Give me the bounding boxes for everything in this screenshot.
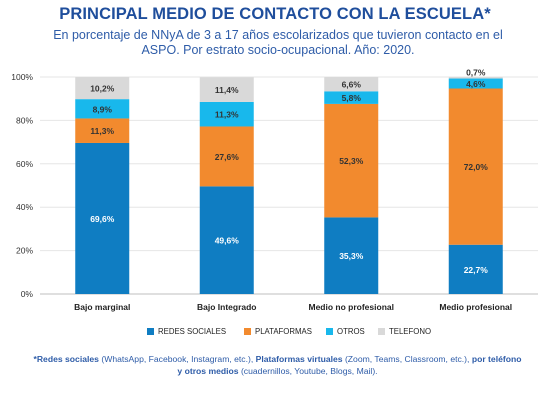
x-tick-label: Bajo Integrado	[197, 302, 257, 312]
data-label: 4,6%	[466, 79, 486, 89]
bar-segment-telefono	[199, 77, 254, 102]
bar-segment-redes-sociales	[324, 217, 379, 294]
legend-label: REDES SOCIALES	[158, 327, 226, 336]
bar-segment-plataformas	[448, 88, 503, 245]
bar-segment-otros	[75, 99, 130, 119]
data-label: 11,3%	[215, 110, 239, 120]
data-label: 22,7%	[464, 265, 489, 275]
bar-segment-redes-sociales	[199, 186, 254, 294]
y-tick-label: 80%	[16, 115, 33, 125]
data-label: 52,3%	[339, 156, 364, 166]
bar-segment-plataformas	[75, 118, 130, 143]
bar-segment-otros	[324, 91, 379, 104]
y-tick-label: 20%	[16, 246, 33, 256]
note-text-1: (WhatsApp, Facebook, Instagram, etc.),	[98, 354, 256, 364]
note-text-2: (Zoom, Teams, Classroom, etc.),	[342, 354, 472, 364]
data-label: 49,6%	[215, 236, 240, 246]
data-label: 69,6%	[90, 214, 115, 224]
data-label: 10,2%	[90, 84, 115, 94]
bar-segment-redes-sociales	[75, 142, 130, 294]
data-label: 8,9%	[93, 104, 113, 114]
y-tick-label: 60%	[16, 159, 33, 169]
footnote: *Redes sociales (WhatsApp, Facebook, Ins…	[30, 353, 525, 377]
legend-swatch	[147, 328, 154, 335]
legend-swatch	[326, 328, 333, 335]
data-label: 27,6%	[215, 152, 240, 162]
y-tick-label: 100%	[11, 72, 33, 82]
data-label: 5,8%	[342, 93, 362, 103]
chart-subtitle: En porcentaje de NNyA de 3 a 17 años esc…	[18, 28, 538, 58]
data-label: 6,6%	[342, 80, 362, 90]
data-label: 35,3%	[339, 251, 364, 261]
data-label: 72,0%	[464, 162, 489, 172]
data-label: 11,3%	[90, 126, 114, 136]
y-tick-label: 40%	[16, 202, 33, 212]
x-tick-label: Medio profesional	[439, 302, 512, 312]
bar-segment-telefono	[75, 77, 130, 100]
subtitle-line-1: En porcentaje de NNyA de 3 a 17 años esc…	[53, 28, 503, 42]
subtitle-line-2: ASPO. Por estrato socio-ocupacional. Año…	[141, 43, 415, 57]
data-label: 11,4%	[215, 85, 239, 95]
bar-segment-plataformas	[324, 103, 379, 218]
bar-segment-otros	[448, 78, 503, 89]
note-bold-1: *Redes sociales	[33, 354, 99, 364]
legend-label: TELEFONO	[389, 327, 431, 336]
x-tick-label: Medio no profesional	[309, 302, 394, 312]
note-text-3: (cuadernillos, Youtube, Blogs, Mail).	[238, 366, 378, 376]
x-tick-label: Bajo marginal	[74, 302, 130, 312]
legend-swatch	[378, 328, 385, 335]
chart-title: PRINCIPAL MEDIO DE CONTACTO CON LA ESCUE…	[59, 5, 491, 23]
bar-segment-plataformas	[199, 126, 254, 187]
legend-label: PLATAFORMAS	[255, 327, 312, 336]
legend-swatch	[244, 328, 251, 335]
note-bold-3: por teléfono y otros medios	[177, 354, 522, 376]
bar-segment-telefono	[448, 77, 503, 79]
bar-segment-otros	[199, 101, 254, 127]
data-label: 0,7%	[466, 68, 486, 78]
y-tick-label: 0%	[21, 289, 34, 299]
note-bold-2: Plataformas virtuales	[255, 354, 343, 364]
bar-segment-telefono	[324, 77, 379, 92]
legend-label: OTROS	[337, 327, 365, 336]
bar-segment-redes-sociales	[448, 244, 503, 294]
